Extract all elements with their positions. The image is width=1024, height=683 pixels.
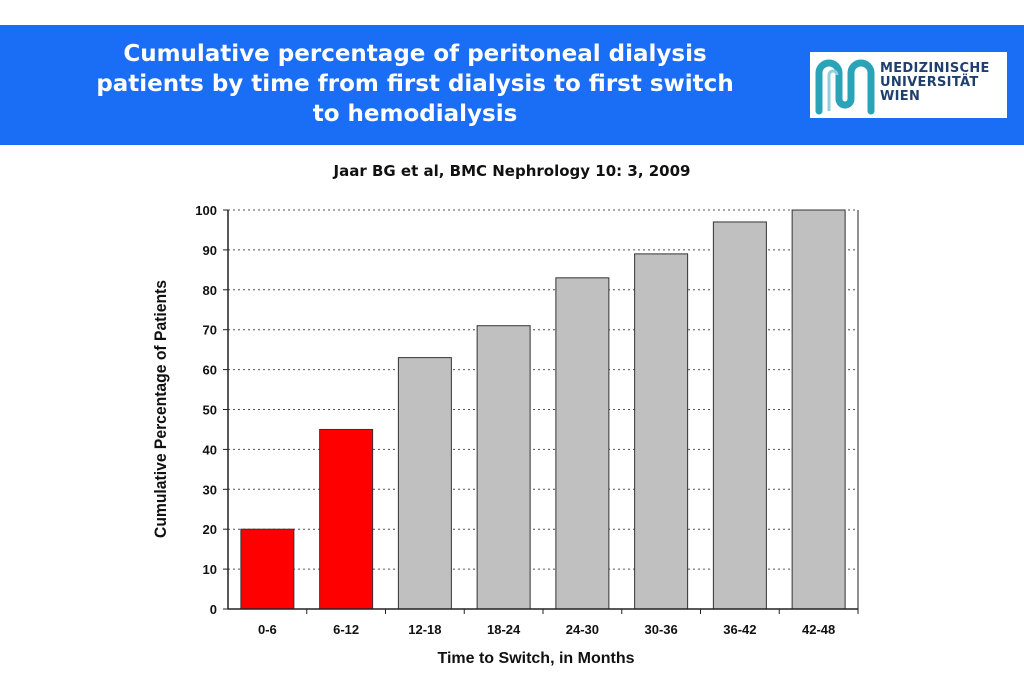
logo-line: MEDIZINISCHE — [880, 61, 990, 76]
y-tick-label: 70 — [203, 323, 217, 338]
title-line: Cumulative percentage of peritoneal dial… — [123, 41, 707, 67]
logo-text: MEDIZINISCHE UNIVERSITÄT WIEN — [880, 62, 990, 104]
logo-mark-icon — [815, 59, 875, 115]
y-axis-label: Cumulative Percentage of Patients — [151, 280, 170, 538]
bar-6-12 — [319, 428, 374, 610]
university-logo: MEDIZINISCHE UNIVERSITÄT WIEN — [810, 52, 1007, 118]
y-tick-label: 40 — [203, 442, 217, 457]
y-tick-label: 100 — [195, 203, 217, 218]
title-line: patients by time from first dialysis to … — [96, 71, 734, 97]
x-tick-label: 42-48 — [802, 622, 835, 637]
bar-0-6 — [240, 528, 295, 610]
y-tick-label: 90 — [203, 243, 217, 258]
bar-24-30 — [555, 277, 610, 610]
logo-line: WIEN — [880, 89, 921, 104]
header-banner: Cumulative percentage of peritoneal dial… — [0, 25, 1024, 145]
bar-36-42 — [712, 221, 767, 610]
x-tick-label: 0-6 — [258, 622, 277, 637]
x-tick-label: 30-36 — [645, 622, 678, 637]
y-tick-label: 20 — [203, 522, 217, 537]
logo-line: UNIVERSITÄT — [880, 75, 979, 90]
bar-30-36 — [634, 253, 689, 610]
x-tick-label: 24-30 — [566, 622, 599, 637]
y-tick-label: 60 — [203, 363, 217, 378]
x-tick-label: 36-42 — [723, 622, 756, 637]
y-tick-label: 50 — [203, 403, 217, 418]
y-tick-label: 10 — [203, 562, 217, 577]
title-line: to hemodialysis — [312, 101, 518, 127]
bar-18-24 — [476, 325, 531, 610]
x-tick-label: 6-12 — [333, 622, 359, 637]
x-tick-label: 18-24 — [487, 622, 521, 637]
citation: Jaar BG et al, BMC Nephrology 10: 3, 200… — [333, 162, 691, 180]
x-axis-label: Time to Switch, in Months — [437, 650, 634, 667]
slide-title: Cumulative percentage of peritoneal dial… — [40, 39, 790, 129]
bar-chart: 0 10 20 30 40 50 60 70 80 90 100 0-6 6-12 12-18 18-24 2… — [151, 203, 859, 667]
y-tick-label: 0 — [210, 602, 217, 617]
bar-42-48 — [791, 209, 846, 610]
y-tick-label: 80 — [203, 283, 217, 298]
y-tick-label: 30 — [203, 482, 217, 497]
x-tick-label: 12-18 — [408, 622, 441, 637]
axis-layer: 0 10 20 30 40 50 60 70 80 90 100 0-6 6-12 12-18 18-24 2… — [195, 203, 859, 637]
bar-12-18 — [397, 357, 452, 610]
